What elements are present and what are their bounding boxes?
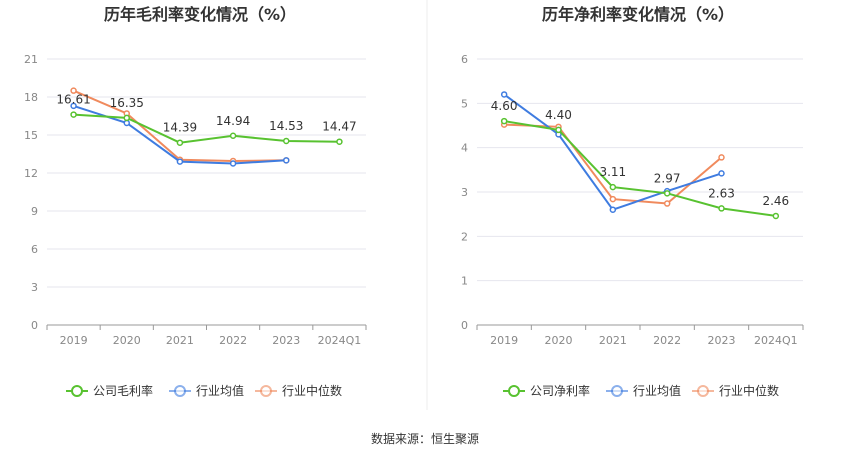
y-tick-label: 2 — [461, 230, 468, 243]
data-point-company[interactable] — [283, 137, 290, 145]
legend-item-company[interactable]: 公司毛利率 — [66, 383, 153, 398]
data-point-industry_median[interactable] — [70, 87, 77, 94]
y-tick-label: 0 — [461, 319, 468, 332]
data-point-company[interactable] — [70, 111, 77, 118]
data-point-industry_avg[interactable] — [229, 160, 237, 167]
chart-title: 历年净利率变化情况（%） — [542, 5, 734, 24]
legend-swatch-marker — [260, 385, 272, 397]
data-label: 14.94 — [216, 114, 250, 128]
data-point-company[interactable] — [718, 205, 725, 212]
x-tick-label: 2019 — [490, 334, 518, 347]
legend-item-industry_median[interactable]: 行业中位数 — [692, 383, 779, 398]
y-tick-label: 4 — [461, 142, 468, 155]
data-label: 14.47 — [322, 120, 356, 134]
x-tick-label: 2024Q1 — [318, 334, 362, 347]
data-point-company[interactable] — [663, 190, 671, 197]
legend-item-industry_avg[interactable]: 行业均值 — [606, 383, 681, 398]
data-point-company[interactable] — [336, 138, 343, 145]
x-tick-label: 2020 — [545, 334, 573, 347]
legend-swatch-marker — [508, 385, 520, 397]
x-tick-label: 2022 — [653, 334, 681, 347]
x-tick-label: 2024Q1 — [754, 334, 798, 347]
y-tick-label: 5 — [461, 97, 468, 110]
legend-swatch-marker — [174, 385, 186, 397]
legend-item-industry_avg[interactable]: 行业均值 — [169, 383, 244, 398]
x-tick-label: 2021 — [599, 334, 627, 347]
data-point-company[interactable] — [176, 139, 184, 146]
data-point-industry_avg[interactable] — [500, 91, 508, 98]
legend-swatch-marker — [697, 385, 709, 397]
legend-swatch-marker — [611, 385, 623, 397]
y-tick-label: 21 — [24, 53, 38, 66]
y-tick-label: 6 — [31, 243, 38, 256]
data-point-company[interactable] — [229, 132, 237, 140]
data-point-industry_avg[interactable] — [283, 157, 290, 164]
y-tick-label: 6 — [461, 53, 468, 66]
y-tick-label: 3 — [461, 186, 468, 199]
series-line-company — [504, 120, 776, 217]
data-point-company[interactable] — [772, 212, 780, 220]
source-note: 数据来源：恒生聚源 — [371, 431, 479, 446]
net-margin-chart: 历年净利率变化情况（%） 0 1 2 3 4 5 6 2019 2020 2021 2022 2023 2… — [461, 5, 804, 398]
legend-label: 行业中位数 — [719, 383, 779, 398]
data-label: 4.40 — [545, 108, 572, 122]
y-tick-label: 15 — [24, 129, 38, 142]
legend-label: 行业均值 — [196, 383, 244, 398]
x-tick-label: 2022 — [219, 334, 247, 347]
data-point-industry_avg[interactable] — [176, 158, 184, 165]
legend-item-company[interactable]: 公司净利率 — [503, 383, 590, 398]
data-label: 14.39 — [163, 121, 197, 135]
data-point-industry_median[interactable] — [609, 195, 617, 203]
legend-label: 公司净利率 — [530, 383, 590, 398]
x-tick-label: 2019 — [60, 334, 88, 347]
data-point-company[interactable] — [500, 117, 508, 125]
data-label: 14.53 — [269, 119, 303, 133]
y-tick-label: 0 — [31, 319, 38, 332]
y-tick-label: 18 — [24, 91, 38, 104]
data-label: 2.46 — [762, 194, 789, 208]
legend-label: 公司毛利率 — [93, 383, 153, 398]
x-tick-label: 2023 — [272, 334, 300, 347]
legend-item-industry_median[interactable]: 行业中位数 — [255, 383, 342, 398]
data-point-industry_avg[interactable] — [123, 119, 130, 127]
series-line-company — [73, 113, 340, 144]
legend-swatch-marker — [71, 385, 83, 397]
data-point-industry_median[interactable] — [663, 200, 671, 207]
data-label: 3.11 — [599, 165, 626, 179]
x-tick-label: 2020 — [113, 334, 141, 347]
y-tick-label: 1 — [461, 275, 468, 288]
data-point-industry_avg[interactable] — [718, 170, 725, 177]
chart-title: 历年毛利率变化情况（%） — [104, 5, 296, 24]
data-label: 16.61 — [56, 93, 90, 107]
y-tick-label: 12 — [24, 167, 38, 180]
y-tick-label: 3 — [31, 281, 38, 294]
data-label: 2.63 — [708, 186, 735, 200]
data-label: 16.35 — [110, 96, 144, 110]
data-point-company[interactable] — [555, 126, 562, 134]
gross-margin-chart: 历年毛利率变化情况（%） 0 3 6 9 12 15 18 21 2019 2020 2021 2022… — [24, 5, 367, 398]
x-tick-label: 2023 — [708, 334, 736, 347]
data-point-company[interactable] — [123, 114, 130, 122]
data-point-company[interactable] — [609, 183, 617, 191]
data-point-industry_avg[interactable] — [609, 206, 617, 213]
data-point-industry_avg[interactable] — [70, 102, 77, 110]
x-tick-label: 2021 — [166, 334, 194, 347]
data-label: 4.60 — [491, 99, 518, 113]
legend-label: 行业均值 — [633, 383, 681, 398]
data-point-industry_median[interactable] — [718, 154, 725, 161]
data-label: 2.97 — [654, 171, 681, 185]
legend-label: 行业中位数 — [282, 383, 342, 398]
y-tick-label: 9 — [31, 205, 38, 218]
